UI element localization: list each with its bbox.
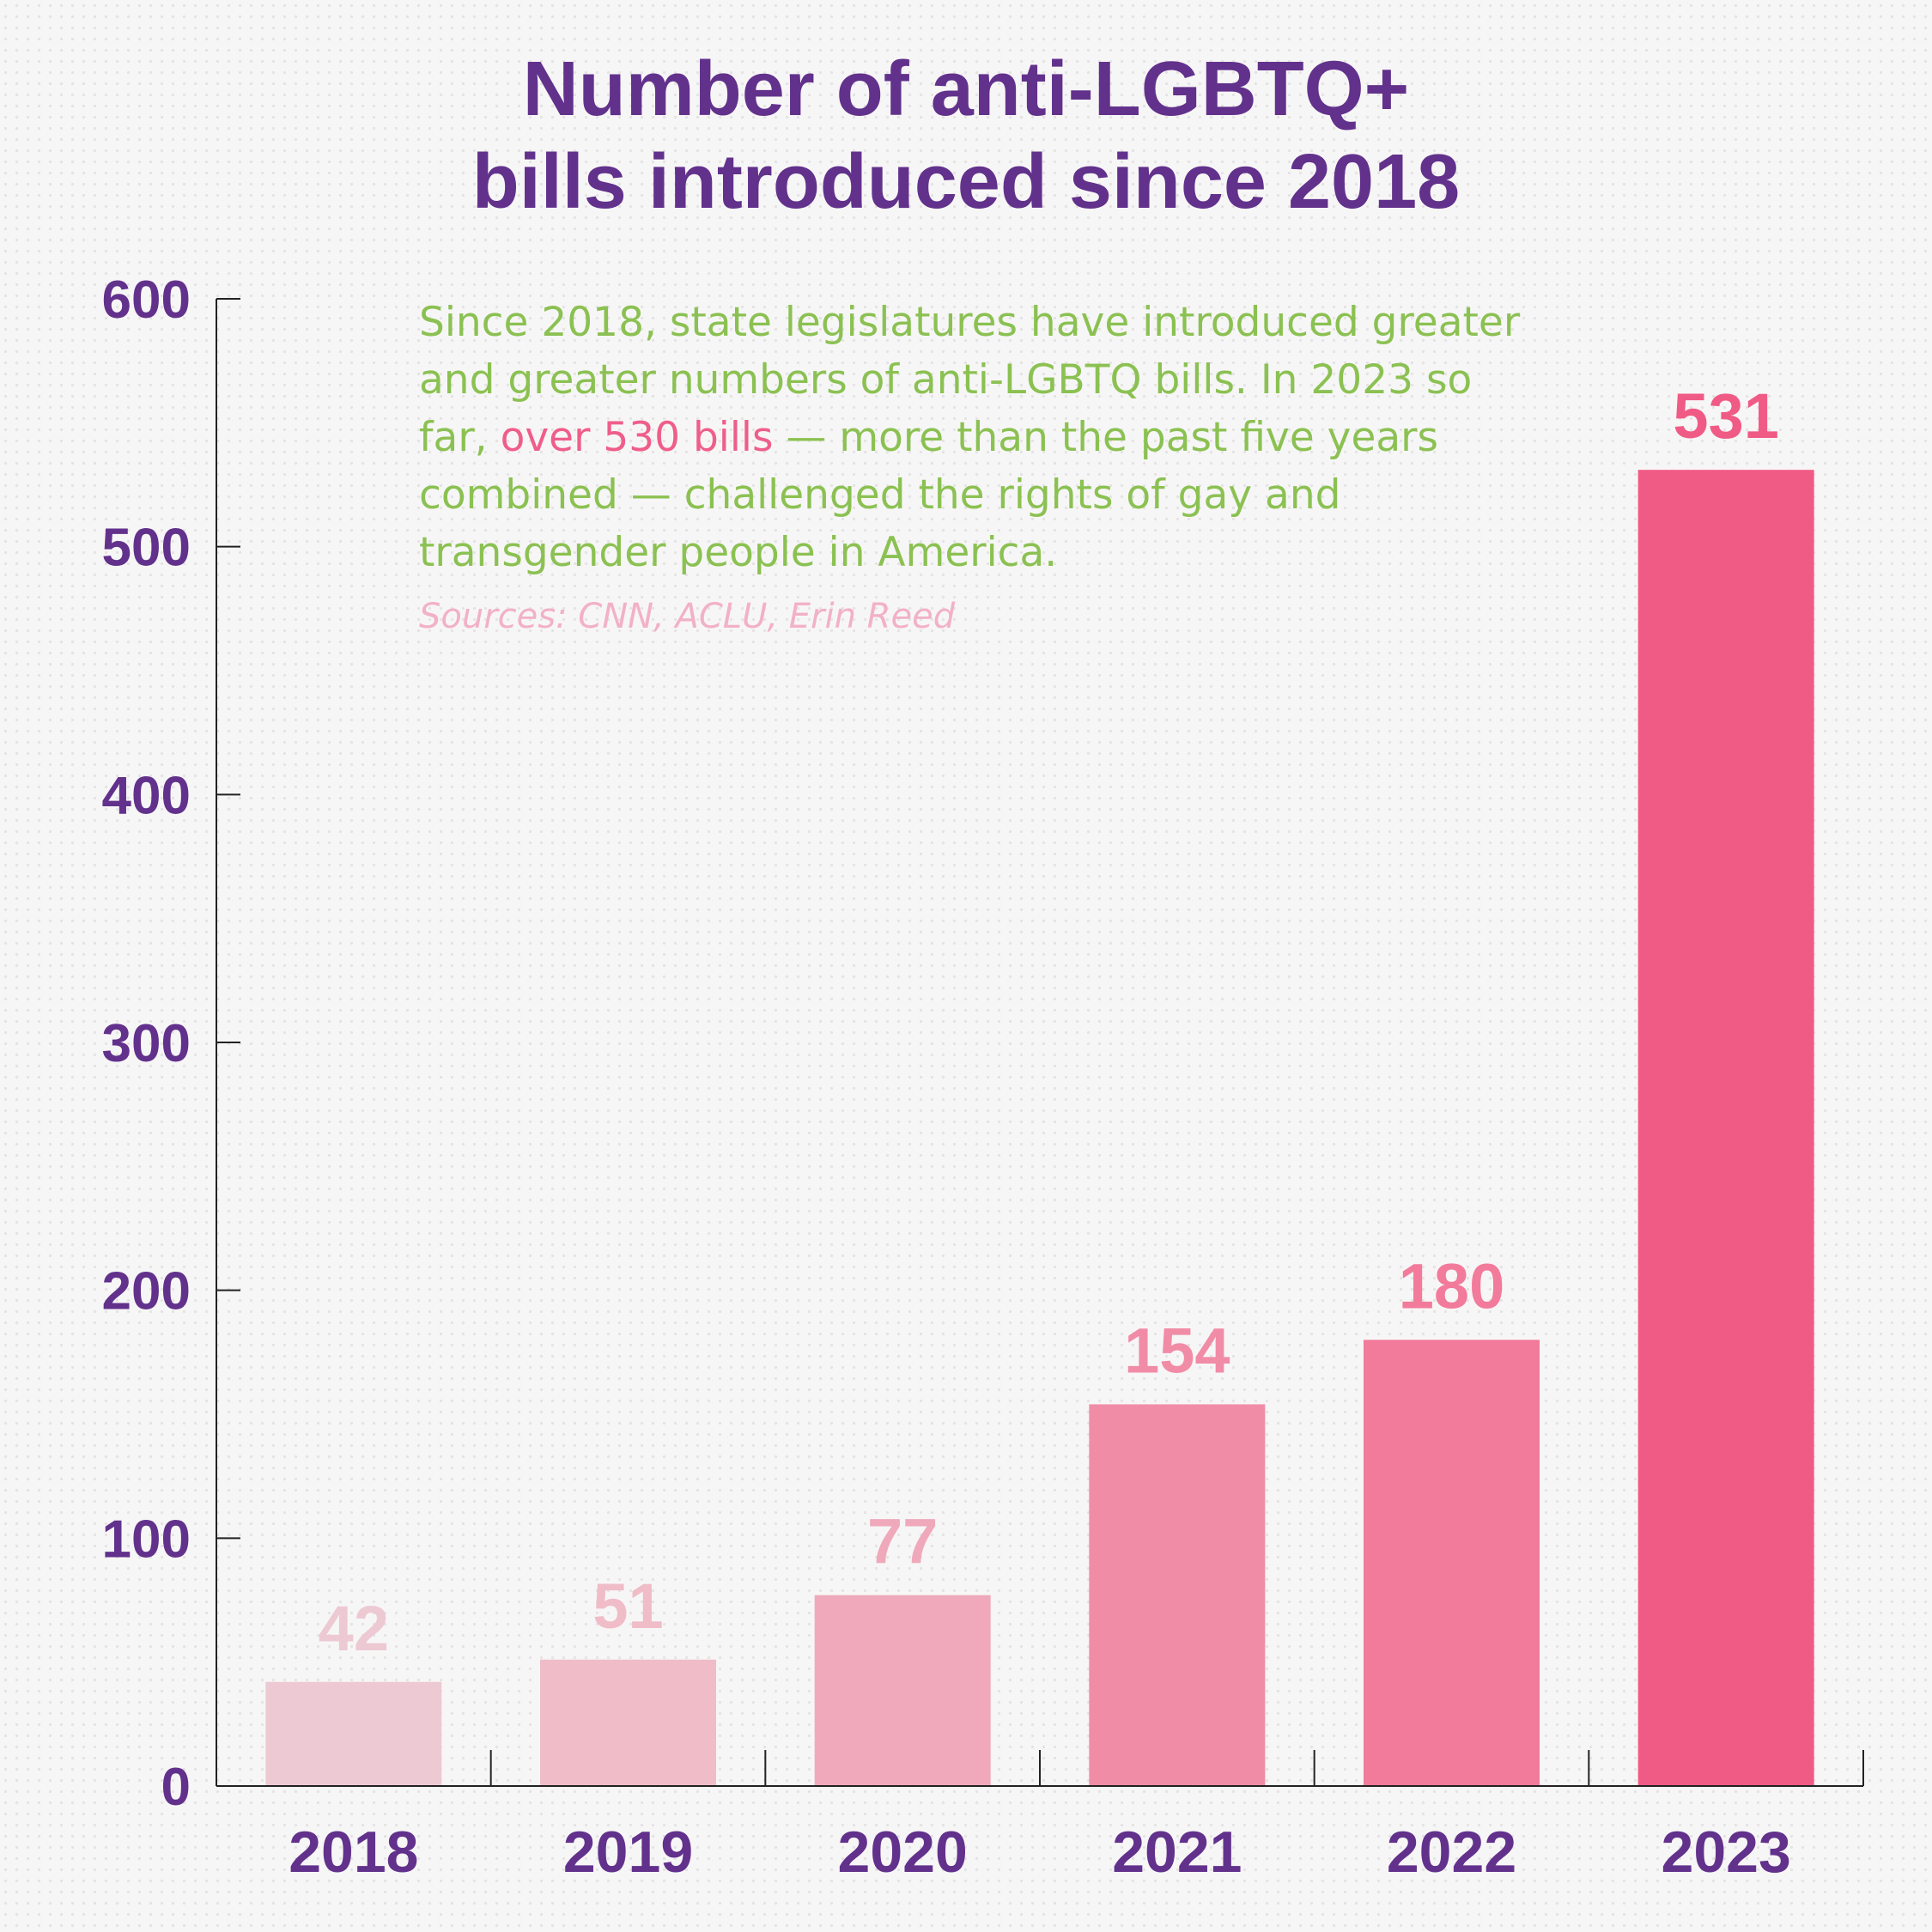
bar-2019 bbox=[540, 1659, 716, 1786]
data-label-2023: 531 bbox=[1673, 380, 1778, 452]
x-tick-label-2019: 2019 bbox=[563, 1820, 693, 1885]
y-tick-label: 600 bbox=[102, 270, 191, 330]
annotation-text: Since 2018, state legislatures have intr… bbox=[419, 294, 1535, 581]
y-tick-label: 0 bbox=[161, 1758, 191, 1817]
source-note: Sources: CNN, ACLU, Erin Reed bbox=[419, 597, 956, 636]
annotation-part-2: — more than the past five years combined… bbox=[419, 414, 1438, 576]
annotation-part-1: Since 2018, state legislatures have intr… bbox=[419, 299, 1521, 461]
bar-2023 bbox=[1637, 470, 1814, 1787]
x-tick-label-2022: 2022 bbox=[1387, 1820, 1516, 1885]
bars bbox=[265, 470, 1814, 1787]
data-label-2020: 77 bbox=[867, 1506, 938, 1577]
chart-title-line-1: Number of anti-LGBTQ+ bbox=[522, 46, 1410, 132]
data-label-2018: 42 bbox=[319, 1593, 389, 1664]
bar-2022 bbox=[1364, 1340, 1540, 1786]
annotation-highlight: over 530 bills bbox=[500, 414, 774, 461]
y-tick-label: 500 bbox=[102, 519, 191, 578]
data-label-2019: 51 bbox=[592, 1571, 663, 1642]
x-tick-label-2018: 2018 bbox=[289, 1820, 418, 1885]
data-label-2022: 180 bbox=[1399, 1250, 1504, 1321]
y-tick-label: 400 bbox=[102, 766, 191, 825]
bar-2020 bbox=[814, 1595, 991, 1786]
data-label-2021: 154 bbox=[1124, 1315, 1230, 1386]
chart-title-line-2: bills introduced since 2018 bbox=[471, 139, 1461, 225]
labels: 0 100 200 300 400 500 600 42 2018 51 2019 77 2020 154… bbox=[102, 270, 1791, 1885]
y-tick-label: 100 bbox=[102, 1510, 191, 1569]
bar-2018 bbox=[265, 1681, 442, 1786]
axes bbox=[216, 298, 1864, 1787]
x-tick-label-2023: 2023 bbox=[1662, 1820, 1791, 1885]
chart-title: Number of anti-LGBTQ+ bills introduced s… bbox=[0, 43, 1932, 228]
bar-2021 bbox=[1089, 1404, 1266, 1786]
x-tick-label-2021: 2021 bbox=[1112, 1820, 1242, 1885]
y-tick-label: 200 bbox=[102, 1262, 191, 1321]
y-tick-label: 300 bbox=[102, 1014, 191, 1073]
x-tick-label-2020: 2020 bbox=[838, 1820, 968, 1885]
